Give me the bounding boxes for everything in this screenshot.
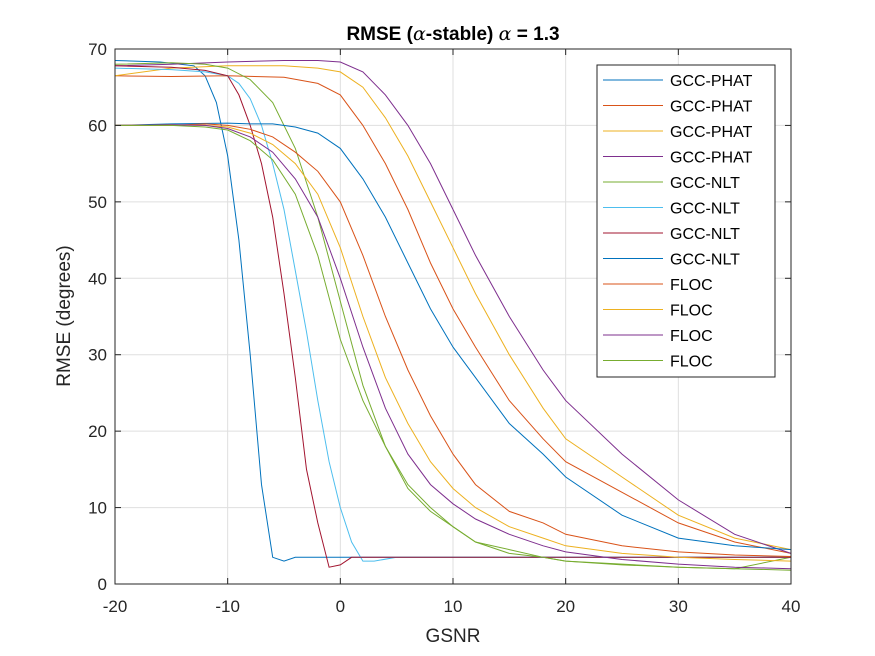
series-line-4	[114, 60, 792, 554]
legend-label: GCC-PHAT	[670, 150, 753, 167]
series-line-11	[114, 124, 792, 570]
series-lines	[114, 60, 792, 571]
y-axis-label: RMSE (degrees)	[54, 245, 75, 387]
y-tick-label: 0	[98, 575, 107, 594]
x-tick-label: 0	[336, 597, 345, 616]
series-line-2	[114, 75, 792, 554]
legend-label: GCC-NLT	[670, 226, 740, 243]
y-tick-label: 10	[88, 499, 107, 518]
chart-title: RMSE (α-stable) α = 1.3	[346, 23, 559, 45]
series-line-3	[114, 65, 792, 551]
legend-label: FLOC	[670, 277, 713, 294]
legend-label: GCC-NLT	[670, 175, 740, 192]
legend-label: GCC-PHAT	[670, 73, 753, 90]
legend-label: GCC-NLT	[670, 252, 740, 269]
legend-label: FLOC	[670, 328, 713, 345]
series-line-10	[114, 124, 792, 562]
legend-label: FLOC	[670, 354, 713, 371]
y-tick-label: 20	[88, 422, 107, 441]
x-tick-label: -20	[103, 597, 128, 616]
y-tick-label: 40	[88, 269, 107, 288]
axis-ticks: -20 -10 0 10 20 30 40 0 10 20 30 40 50 60 70	[88, 40, 800, 616]
y-tick-label: 50	[88, 193, 107, 212]
x-tick-label: 40	[782, 597, 801, 616]
x-axis-label: GSNR	[426, 626, 481, 647]
legend-label: GCC-NLT	[670, 201, 740, 218]
y-tick-label: 30	[88, 346, 107, 365]
x-tick-label: 30	[669, 597, 688, 616]
legend-label: FLOC	[670, 303, 713, 320]
y-tick-label: 70	[88, 40, 107, 59]
x-tick-label: -10	[215, 597, 240, 616]
series-line-8	[114, 122, 792, 551]
legend-label: GCC-PHAT	[670, 124, 753, 141]
series-line-12	[115, 124, 792, 571]
series-line-7	[114, 65, 791, 568]
legend: GCC-PHAT GCC-PHAT GCC-PHAT GCC-PHAT GCC-NLT G…	[596, 64, 776, 378]
y-tick-label: 60	[88, 116, 107, 135]
legend-box	[596, 64, 776, 378]
x-tick-label: 20	[556, 597, 575, 616]
series-line-9	[115, 123, 792, 557]
x-tick-label: 10	[444, 597, 463, 616]
legend-label: GCC-PHAT	[670, 99, 753, 116]
